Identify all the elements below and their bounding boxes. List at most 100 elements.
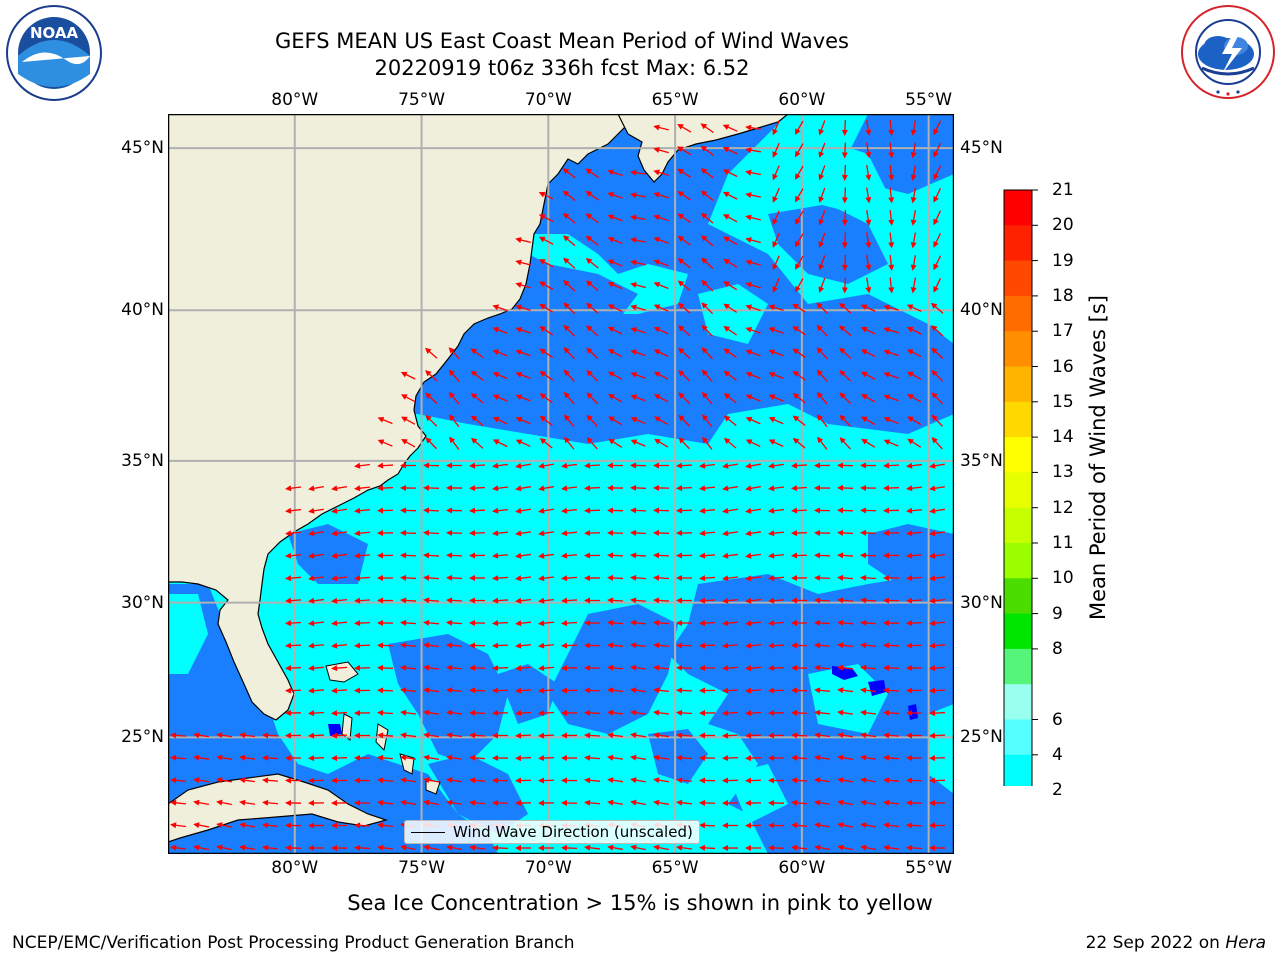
wind-wave-arrow-484: [653, 597, 670, 604]
wind-wave-arrow-627: [607, 709, 624, 716]
wind-wave-arrow-70: [745, 214, 761, 221]
wind-wave-arrow-505: [469, 619, 486, 626]
wind-wave-arrow-647: [285, 732, 302, 739]
wind-wave-arrow-235: [678, 392, 691, 405]
wind-wave-arrow-29: [630, 169, 647, 176]
wind-wave-arrow-314: [745, 462, 761, 469]
wind-wave-arrow-576: [768, 665, 785, 672]
wind-wave-arrow-512: [630, 619, 647, 626]
colorbar-segment-8: [1004, 472, 1032, 509]
wind-wave-arrow-712: [216, 777, 232, 784]
wind-wave-arrow-290: [792, 437, 806, 449]
wind-wave-arrow-428: [699, 552, 716, 559]
wind-wave-arrow-341: [699, 485, 716, 492]
wind-wave-arrow-328: [400, 484, 417, 491]
wind-wave-arrow-812: [170, 844, 187, 851]
wind-wave-arrow-830: [584, 844, 601, 851]
wind-wave-arrow-274: [425, 437, 438, 450]
wind-wave-arrow-5: [772, 120, 780, 136]
wind-wave-arrow-339: [653, 484, 670, 491]
wind-wave-arrow-369: [676, 507, 693, 514]
wind-wave-arrow-434: [837, 552, 854, 559]
wind-wave-arrow-367: [630, 507, 647, 514]
wind-wave-arrow-315: [768, 462, 785, 469]
wind-wave-arrow-240: [792, 393, 806, 404]
wind-wave-arrow-86: [677, 235, 691, 246]
wind-wave-arrow-56: [841, 187, 848, 204]
colorbar-segment-13: [1004, 648, 1032, 685]
wind-wave-arrow-276: [471, 437, 484, 449]
wind-wave-arrow-304: [515, 462, 531, 469]
wind-wave-arrow-845: [929, 844, 946, 851]
wind-wave-arrow-347: [837, 484, 854, 491]
wind-wave-arrow-212: [701, 369, 713, 382]
lat-label-left-0: 45°N: [121, 138, 164, 159]
wind-wave-arrow-345: [791, 485, 808, 492]
wind-wave-arrow-657: [515, 732, 532, 739]
wind-wave-arrow-91: [795, 233, 804, 248]
wind-wave-arrow-735: [745, 777, 762, 784]
wind-wave-arrow-8: [841, 119, 848, 136]
wind-wave-arrow-745: [193, 799, 209, 806]
wind-wave-arrow-239: [768, 394, 784, 402]
wind-wave-arrow-707: [883, 754, 900, 761]
wind-wave-arrow-467: [929, 575, 946, 582]
wind-wave-arrow-669: [791, 732, 808, 739]
wind-wave-arrow-161: [607, 326, 623, 335]
wind-wave-arrow-7: [818, 120, 826, 136]
wind-wave-arrow-841: [837, 844, 853, 851]
wind-wave-arrow-1: [677, 123, 692, 133]
wind-wave-arrow-652: [400, 732, 417, 739]
wind-wave-arrow-501: [377, 619, 394, 626]
wind-wave-arrow-787: [377, 822, 394, 829]
wind-wave-arrow-352: [285, 507, 302, 514]
wind-wave-arrow-24: [910, 142, 917, 159]
wind-wave-arrow-548: [791, 642, 808, 649]
wind-wave-arrow-253: [515, 416, 531, 425]
wind-wave-arrow-769: [745, 800, 762, 807]
wind-wave-arrow-139: [563, 302, 576, 315]
wind-wave-arrow-523: [883, 619, 900, 626]
wind-wave-arrow-112: [841, 254, 848, 271]
wind-wave-arrow-415: [400, 552, 417, 559]
wind-wave-arrow-776: [906, 799, 923, 806]
wind-wave-arrow-492: [837, 597, 854, 604]
wind-wave-arrow-502: [400, 619, 417, 626]
wind-wave-arrow-583: [929, 665, 946, 672]
wind-wave-arrow-82: [585, 235, 599, 246]
wind-wave-arrow-57: [865, 187, 872, 204]
wind-wave-arrow-724: [492, 777, 509, 784]
wind-wave-arrow-521: [837, 619, 854, 626]
wind-wave-arrow-166: [723, 325, 737, 336]
wind-wave-arrow-760: [538, 800, 555, 807]
wind-wave-arrow-266: [816, 414, 828, 428]
wind-wave-arrow-826: [492, 844, 509, 851]
wind-wave-arrow-641: [929, 710, 946, 717]
wind-wave-arrow-395: [607, 529, 624, 536]
wind-wave-arrow-308: [607, 462, 624, 469]
wind-wave-arrow-329: [423, 484, 440, 491]
wind-wave-arrow-411: [308, 552, 325, 559]
wind-wave-arrow-349: [883, 485, 900, 492]
wind-wave-arrow-359: [446, 507, 463, 514]
wind-wave-arrow-236: [701, 391, 713, 405]
wind-wave-arrow-445: [423, 574, 440, 581]
wind-wave-arrow-292: [839, 437, 851, 450]
wind-wave-arrow-63: [585, 213, 599, 224]
wind-wave-arrow-237: [723, 393, 737, 404]
wind-wave-arrow-335: [561, 485, 578, 492]
wind-wave-arrow-132: [865, 277, 872, 294]
wind-wave-arrow-193: [816, 347, 828, 360]
wind-wave-arrow-50: [700, 190, 714, 202]
wind-wave-arrow-838: [768, 844, 785, 851]
wind-wave-arrow-124: [677, 280, 691, 291]
wind-wave-arrow-458: [722, 575, 739, 582]
wind-wave-arrow-586: [331, 687, 348, 694]
wind-wave-arrow-173: [883, 327, 899, 334]
wind-wave-arrow-138: [539, 303, 554, 313]
wind-wave-arrow-422: [561, 552, 578, 559]
wind-wave-arrow-189: [723, 348, 737, 359]
wind-wave-arrow-69: [722, 214, 738, 223]
wind-wave-arrow-164: [677, 325, 691, 337]
wind-wave-arrow-619: [423, 709, 440, 716]
